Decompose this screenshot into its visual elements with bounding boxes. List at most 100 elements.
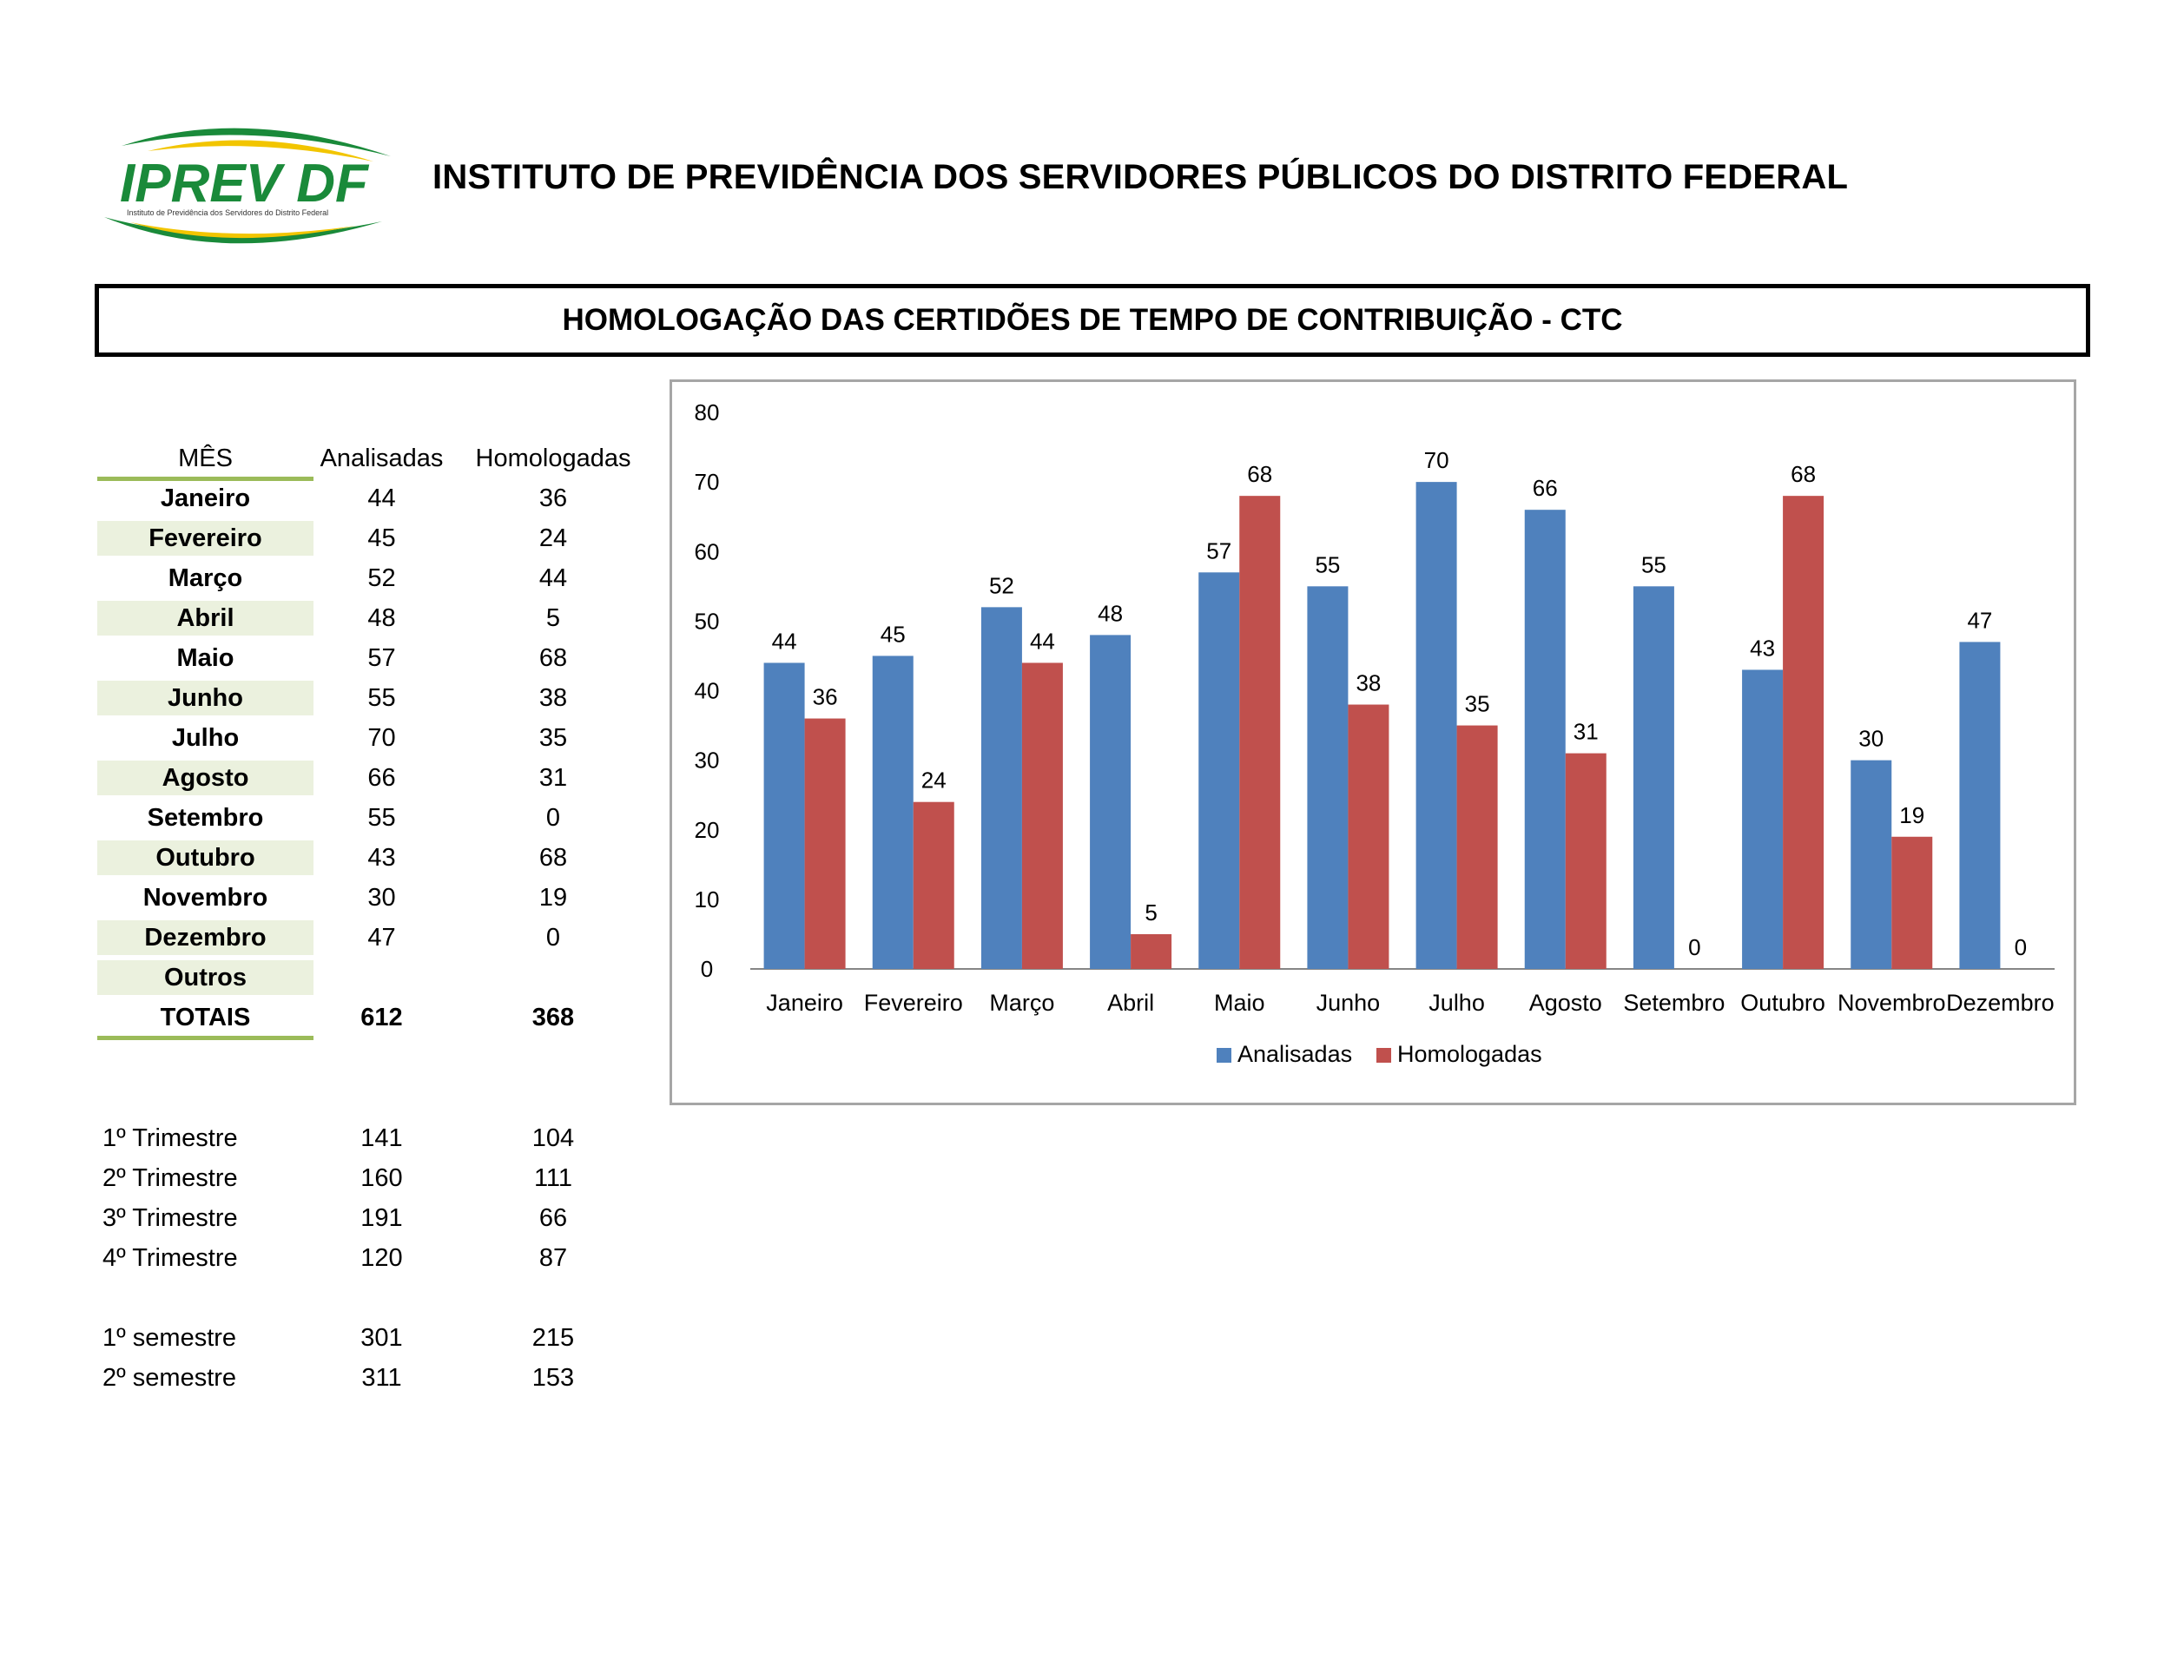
report-title-box: HOMOLOGAÇÃO DAS CERTIDÕES DE TEMPO DE CO… <box>95 284 2090 357</box>
homologadas-cell: 68 <box>538 843 568 872</box>
legend-label-analisadas: Analisadas <box>1237 1041 1352 1067</box>
quarter-label: 1º Trimestre <box>102 1123 238 1152</box>
totals-row: TOTAIS 612 368 <box>97 998 653 1038</box>
monthly-table: MÊS Analisadas Homologadas Janeiro 44 36 F… <box>97 438 653 1040</box>
x-tick-label: Dezembro <box>1946 990 2055 1016</box>
bar-homologadas <box>1239 496 1281 969</box>
data-label-analisadas: 48 <box>1098 600 1123 626</box>
table-row: Julho 70 35 <box>97 718 653 758</box>
homologadas-cell: 38 <box>538 683 568 712</box>
data-label-homologadas: 19 <box>1899 802 1924 828</box>
legend-label-homologadas: Homologadas <box>1397 1041 1542 1067</box>
logo-green-underswoosh <box>104 217 382 244</box>
quarter-homologadas: 104 <box>531 1123 575 1152</box>
table-row: Agosto 66 31 <box>97 758 653 798</box>
table-row: Outros <box>97 958 653 998</box>
table-row: Novembro 30 19 <box>97 878 653 918</box>
analisadas-cell: 52 <box>367 563 396 592</box>
analisadas-cell: 55 <box>367 803 396 832</box>
bar-homologadas <box>1021 662 1063 969</box>
analisadas-cell: 45 <box>367 524 396 552</box>
quarter-row: 2º Trimestre 160 111 <box>102 1158 658 1198</box>
month-cell: Maio <box>176 643 234 672</box>
analisadas-cell: 66 <box>367 763 396 792</box>
iprev-logo: IPREV DF Instituto de Previdência dos Se… <box>104 128 391 244</box>
semesters-table: 1º semestre 301 215 2º semestre 311 153 <box>102 1318 658 1398</box>
bar-analisadas <box>1307 586 1349 969</box>
quarter-analisadas: 120 <box>360 1243 403 1272</box>
bar-analisadas <box>1633 586 1674 969</box>
legend-swatch-analisadas <box>1217 1048 1231 1063</box>
data-label-analisadas: 52 <box>989 572 1014 598</box>
table-row: Maio 57 68 <box>97 638 653 678</box>
x-tick-label: Maio <box>1214 990 1265 1016</box>
quarter-homologadas: 111 <box>533 1163 573 1192</box>
bar-homologadas <box>913 801 954 969</box>
bar-analisadas <box>980 607 1022 969</box>
logo-yellow-swoosh <box>148 140 373 161</box>
bar-homologadas <box>804 718 846 969</box>
totals-analisadas: 612 <box>360 1003 403 1031</box>
analisadas-cell: 44 <box>367 484 396 512</box>
analisadas-cell: 47 <box>367 923 396 952</box>
month-cell: Junho <box>97 681 313 715</box>
month-cell: Abril <box>97 601 313 636</box>
data-label-homologadas: 38 <box>1356 670 1381 696</box>
homologadas-cell: 0 <box>545 923 561 952</box>
col-header-month: MÊS <box>178 444 233 472</box>
data-label-homologadas: 31 <box>1574 719 1599 745</box>
y-tick-label: 40 <box>695 678 720 704</box>
data-label-analisadas: 44 <box>772 628 797 654</box>
bar-homologadas <box>1456 725 1498 969</box>
col-header-analisadas: Analisadas <box>320 444 444 472</box>
table-row: Fevereiro 45 24 <box>97 518 653 558</box>
y-tick-label: 30 <box>695 748 720 774</box>
bar-chart: 0 10 20 30 40 50 60 70 80 44 36 Janeiro 45 24 Fevereir… <box>670 379 2076 1105</box>
bar-analisadas <box>1959 642 2001 969</box>
homologadas-cell: 31 <box>538 763 568 792</box>
x-tick-label: Janeiro <box>766 990 843 1016</box>
bar-analisadas <box>1742 669 1784 969</box>
homologadas-cell: 24 <box>538 524 568 552</box>
analisadas-cell: 55 <box>367 683 396 712</box>
y-tick-label: 0 <box>701 956 713 982</box>
data-label-homologadas: 68 <box>1791 461 1816 487</box>
month-cell: Outros <box>97 960 313 995</box>
x-tick-label: Agosto <box>1529 990 1602 1016</box>
bar-analisadas <box>1524 510 1566 969</box>
y-tick-label: 60 <box>695 538 720 564</box>
month-cell: Fevereiro <box>97 521 313 556</box>
data-label-analisadas: 55 <box>1315 551 1340 577</box>
bar-homologadas <box>1891 836 1933 969</box>
data-label-analisadas: 47 <box>1967 607 1992 633</box>
analisadas-cell: 70 <box>367 723 396 752</box>
data-label-analisadas: 57 <box>1206 537 1231 563</box>
data-label-homologadas: 44 <box>1030 628 1055 654</box>
bar-analisadas <box>1415 482 1457 969</box>
bar-analisadas <box>872 656 914 969</box>
logo-text: IPREV DF <box>120 154 370 214</box>
totals-homologadas: 368 <box>531 1003 575 1031</box>
x-tick-label: Abril <box>1107 990 1154 1016</box>
data-label-homologadas: 0 <box>2015 934 2027 960</box>
analisadas-cell: 48 <box>367 603 396 632</box>
x-tick-label: Fevereiro <box>864 990 963 1016</box>
bar-analisadas <box>1090 635 1132 969</box>
data-label-homologadas: 35 <box>1465 691 1490 717</box>
table-row: Abril 48 5 <box>97 598 653 638</box>
quarter-label: 2º Trimestre <box>102 1163 238 1192</box>
data-label-analisadas: 70 <box>1424 447 1449 473</box>
table-row: Setembro 55 0 <box>97 798 653 838</box>
homologadas-cell: 68 <box>538 643 568 672</box>
quarter-homologadas: 87 <box>538 1243 568 1272</box>
data-label-homologadas: 24 <box>921 768 947 794</box>
homologadas-cell: 44 <box>538 563 568 592</box>
semester-analisadas: 301 <box>360 1323 403 1352</box>
month-cell: Março <box>168 563 243 592</box>
table-row: Janeiro 44 36 <box>97 478 653 518</box>
table-row: Março 52 44 <box>97 558 653 598</box>
quarter-homologadas: 66 <box>538 1203 568 1232</box>
quarter-row: 4º Trimestre 120 87 <box>102 1238 658 1278</box>
quarter-row: 1º Trimestre 141 104 <box>102 1118 658 1158</box>
month-cell: Janeiro <box>160 484 251 512</box>
